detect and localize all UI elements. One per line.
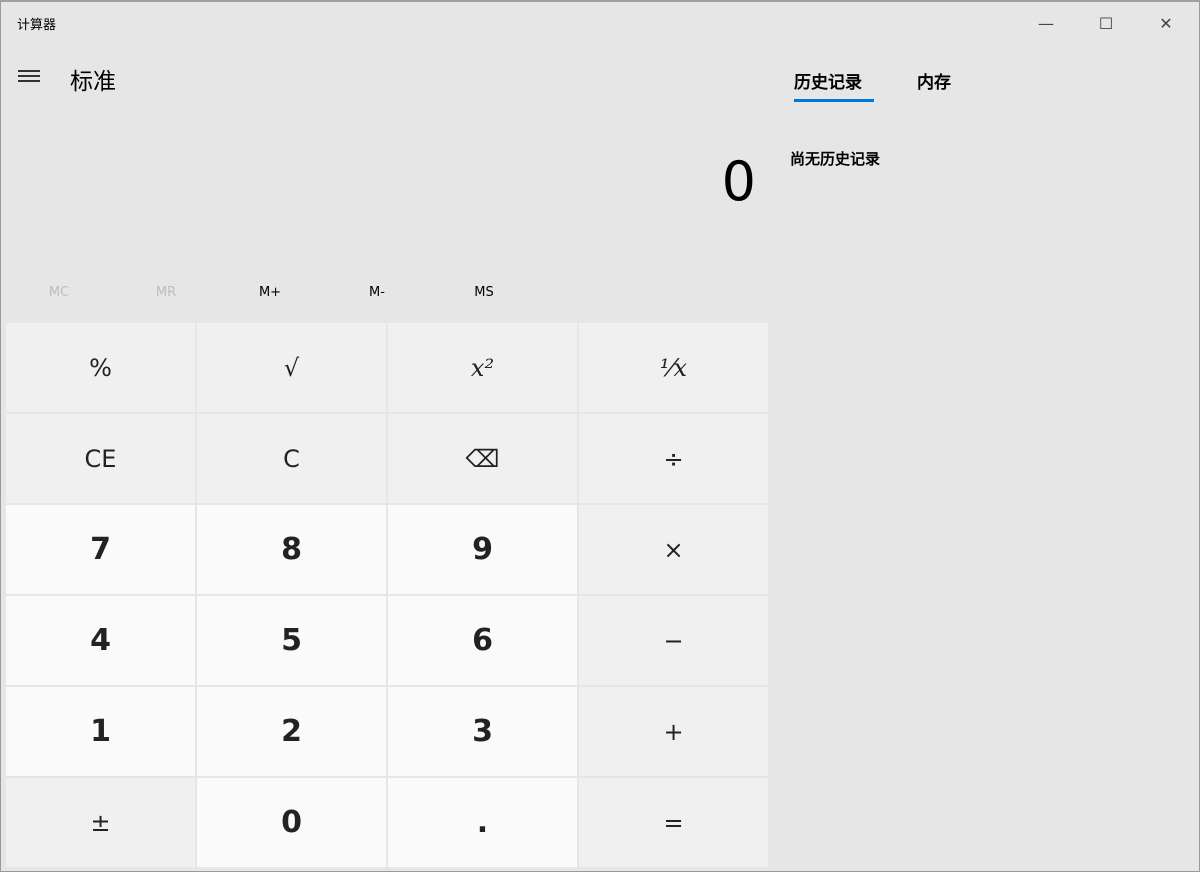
square-button[interactable]: x²: [388, 323, 577, 412]
window-title: 计算器: [17, 18, 57, 33]
digit-8-label: 8: [281, 532, 302, 567]
maximize-button[interactable]: ☐: [1098, 13, 1114, 33]
equals-label: =: [663, 808, 684, 837]
keypad: % √ x² ¹⁄x CE C ⌫ ÷ 7 8 9 × 4 5 6 − 1 2 3 + ±0. =: [6, 323, 768, 867]
clear-label: C: [283, 444, 300, 473]
multiply-button[interactable]: ×: [579, 505, 768, 594]
add-label: +: [663, 717, 684, 746]
memory-button-mplus[interactable]: M+: [258, 285, 282, 300]
backspace-label: ⌫: [465, 444, 500, 473]
subtract-label: −: [663, 626, 684, 655]
mode-title: 标准: [70, 69, 116, 95]
clear-button[interactable]: C: [197, 414, 386, 503]
percent-button[interactable]: %: [6, 323, 195, 412]
digit-7-button[interactable]: 7: [6, 505, 195, 594]
add-button[interactable]: +: [579, 687, 768, 776]
digit-8-button[interactable]: 8: [197, 505, 386, 594]
reciprocal-label: ¹⁄x: [659, 353, 688, 382]
digit-0-button[interactable]: 0: [197, 778, 386, 867]
digit-9-button[interactable]: 9: [388, 505, 577, 594]
digit-3-button[interactable]: 3: [388, 687, 577, 776]
percent-label: %: [89, 353, 112, 382]
square-root-label: √: [283, 353, 300, 382]
decimal-button[interactable]: .: [388, 778, 577, 867]
close-button[interactable]: ✕: [1159, 13, 1173, 33]
digit-2-label: 2: [281, 714, 302, 749]
clear-entry-button[interactable]: CE: [6, 414, 195, 503]
multiply-label: ×: [663, 535, 684, 564]
result-display: 0: [721, 150, 756, 213]
digit-9-label: 9: [472, 532, 493, 567]
divide-button[interactable]: ÷: [579, 414, 768, 503]
reciprocal-button[interactable]: ¹⁄x: [579, 323, 768, 412]
backspace-button[interactable]: ⌫: [388, 414, 577, 503]
digit-5-label: 5: [281, 623, 302, 658]
memory-button-mc: MC: [48, 285, 70, 300]
negate-button[interactable]: ±: [6, 778, 195, 867]
memory-button-ms[interactable]: MS: [474, 285, 494, 300]
digit-5-button[interactable]: 5: [197, 596, 386, 685]
digit-7-label: 7: [90, 532, 111, 567]
divide-label: ÷: [663, 444, 684, 473]
decimal-label: .: [476, 805, 489, 840]
digit-1-label: 1: [90, 714, 111, 749]
tab-history[interactable]: 历史记录: [794, 73, 862, 93]
subtract-button[interactable]: −: [579, 596, 768, 685]
equals-button[interactable]: =: [579, 778, 768, 867]
negate-label: ±: [90, 808, 111, 837]
square-root-button[interactable]: √: [197, 323, 386, 412]
minimize-button[interactable]: —: [1038, 13, 1054, 33]
hamburger-menu-icon[interactable]: [18, 67, 40, 85]
digit-6-button[interactable]: 6: [388, 596, 577, 685]
memory-button-mr: MR: [155, 285, 177, 300]
clear-entry-label: CE: [84, 444, 117, 473]
digit-6-label: 6: [472, 623, 493, 658]
history-empty-text: 尚无历史记录: [790, 150, 881, 168]
active-tab-indicator: [794, 99, 874, 102]
digit-4-button[interactable]: 4: [6, 596, 195, 685]
digit-4-label: 4: [90, 623, 111, 658]
digit-1-button[interactable]: 1: [6, 687, 195, 776]
digit-0-label: 0: [281, 805, 302, 840]
digit-2-button[interactable]: 2: [197, 687, 386, 776]
square-label: x²: [470, 353, 495, 382]
memory-button-mminus[interactable]: M-: [369, 285, 385, 300]
tab-memory[interactable]: 内存: [917, 73, 951, 93]
digit-3-label: 3: [472, 714, 493, 749]
